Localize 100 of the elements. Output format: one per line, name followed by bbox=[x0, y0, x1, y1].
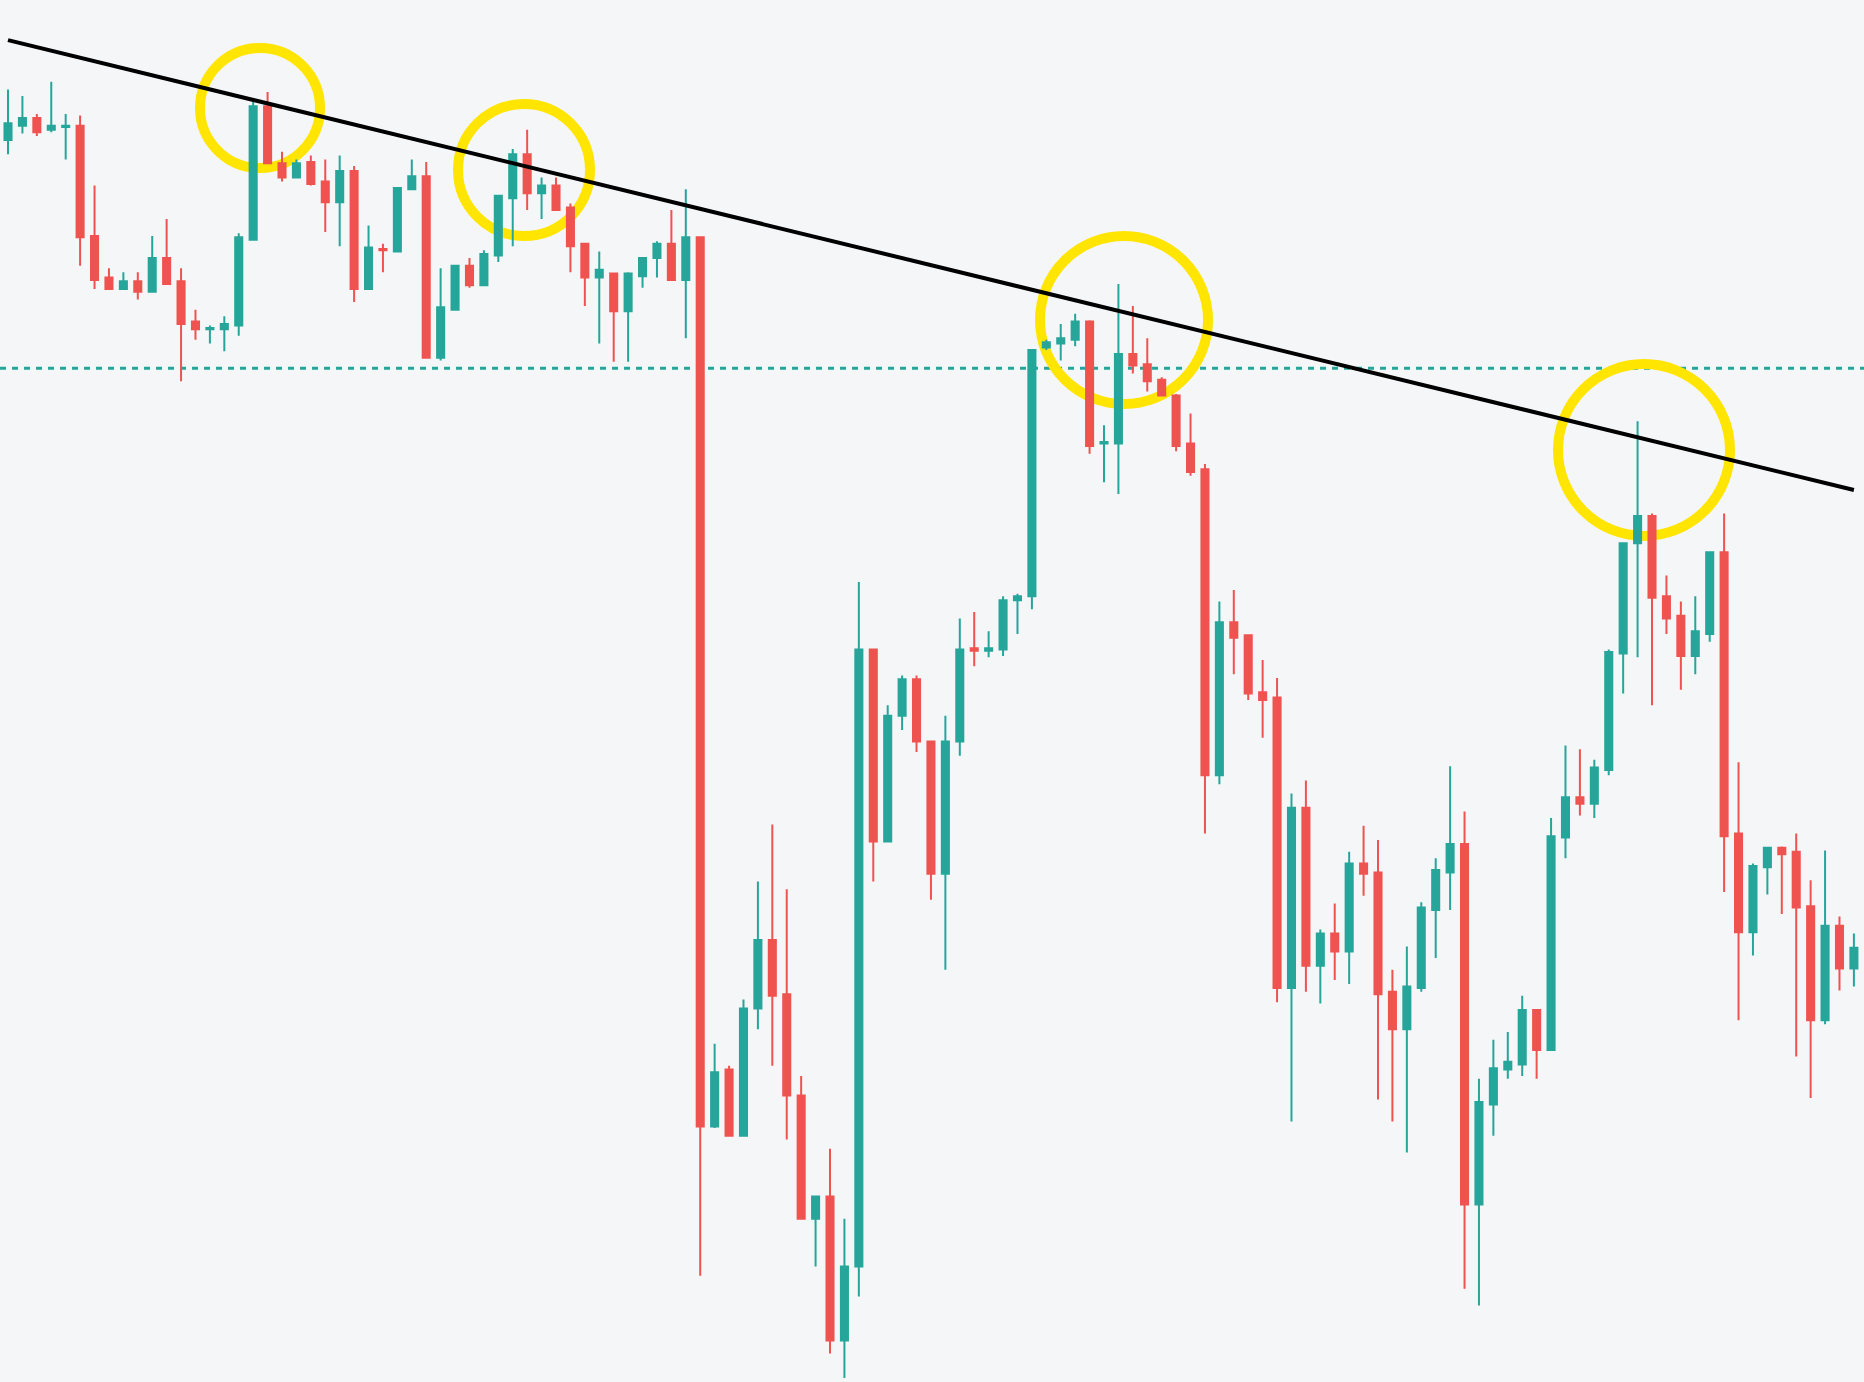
candlestick bbox=[263, 91, 273, 165]
candlestick bbox=[1286, 792, 1297, 1123]
candlestick bbox=[1633, 420, 1643, 659]
candlestick bbox=[1661, 574, 1671, 635]
candlestick bbox=[1777, 846, 1787, 915]
candlestick bbox=[1099, 424, 1109, 484]
candlestick bbox=[1171, 393, 1181, 453]
candlestick bbox=[1503, 1030, 1513, 1080]
candlestick bbox=[1589, 758, 1599, 820]
candlestick bbox=[695, 236, 705, 1277]
candlestick bbox=[248, 100, 258, 241]
candlestick bbox=[811, 1195, 821, 1268]
candlestick bbox=[1301, 779, 1311, 993]
candlestick bbox=[1214, 600, 1224, 786]
candlestick bbox=[724, 1064, 734, 1137]
candlestick bbox=[1128, 304, 1138, 375]
candlestick bbox=[1243, 634, 1253, 702]
candlestick bbox=[1575, 748, 1585, 817]
candlestick bbox=[1272, 677, 1282, 1004]
candlestick bbox=[1820, 849, 1830, 1026]
candlestick bbox=[392, 186, 402, 253]
candlestick bbox=[767, 823, 777, 1067]
candlestick bbox=[32, 113, 42, 138]
candlestick bbox=[118, 271, 128, 291]
candlestick bbox=[609, 272, 619, 363]
candlestick bbox=[407, 158, 417, 191]
candlestick bbox=[1142, 337, 1152, 393]
candlestick bbox=[1560, 744, 1571, 860]
candlestick bbox=[335, 154, 345, 248]
candlestick bbox=[1445, 765, 1455, 912]
candlestick bbox=[652, 240, 662, 279]
candlestick bbox=[291, 158, 301, 179]
candlestick bbox=[17, 94, 27, 135]
candlestick bbox=[349, 164, 359, 304]
candlestick bbox=[551, 176, 561, 212]
candlestick bbox=[1387, 968, 1397, 1123]
candlestick bbox=[234, 232, 244, 337]
candlestick bbox=[1012, 592, 1023, 635]
candlestick bbox=[1676, 600, 1686, 691]
candlestick bbox=[1488, 1038, 1498, 1137]
candlestick bbox=[1186, 412, 1196, 477]
candlestick bbox=[320, 158, 330, 234]
candlestick bbox=[1734, 761, 1744, 1022]
candlestick bbox=[912, 674, 922, 753]
candlestick bbox=[1849, 932, 1859, 988]
candlestick bbox=[1474, 1077, 1484, 1307]
candlestick bbox=[638, 257, 648, 289]
candlestick bbox=[666, 209, 676, 282]
candlestick bbox=[1806, 879, 1816, 1100]
candlestick bbox=[1070, 312, 1080, 348]
candlestick bbox=[378, 242, 388, 274]
candlestick bbox=[710, 1042, 720, 1129]
candlestick bbox=[940, 714, 950, 971]
candlestick bbox=[75, 114, 85, 267]
candlestick bbox=[1460, 810, 1470, 1290]
candlestick bbox=[1113, 282, 1123, 495]
candlestick bbox=[190, 308, 201, 341]
candlestick bbox=[364, 224, 374, 291]
candlestick bbox=[839, 1217, 849, 1380]
candlestick bbox=[61, 113, 71, 161]
candlestick bbox=[1157, 376, 1167, 397]
candlestick bbox=[1056, 323, 1066, 362]
candlestick bbox=[493, 194, 503, 263]
candlestick bbox=[1330, 902, 1340, 982]
candlestick bbox=[522, 128, 532, 212]
candlestick bbox=[623, 271, 633, 363]
candlestick bbox=[796, 1075, 806, 1220]
candlestick bbox=[868, 648, 878, 883]
candlestick bbox=[955, 617, 965, 757]
candlestick bbox=[984, 630, 994, 659]
candlestick bbox=[436, 267, 446, 362]
candlestick bbox=[450, 264, 460, 311]
candlestick bbox=[883, 704, 893, 843]
candlestick bbox=[565, 202, 575, 274]
candlestick bbox=[580, 242, 590, 307]
candlestick bbox=[1719, 512, 1729, 893]
candlestick bbox=[1791, 832, 1801, 1058]
candlestick bbox=[1359, 824, 1369, 897]
candlestick bbox=[277, 150, 287, 183]
candlestick bbox=[1373, 839, 1383, 1101]
candlestick bbox=[1085, 319, 1095, 455]
candlestick bbox=[90, 184, 100, 291]
candlestick bbox=[594, 250, 604, 345]
candlestick bbox=[537, 176, 547, 221]
candlestick bbox=[1748, 862, 1758, 957]
candlestick bbox=[1517, 994, 1527, 1078]
candlestick bbox=[1690, 595, 1700, 676]
candlestick bbox=[1834, 915, 1845, 992]
candlestick bbox=[753, 880, 763, 1031]
candlestick bbox=[508, 148, 518, 248]
candlestick bbox=[205, 324, 215, 345]
candlestick bbox=[681, 188, 691, 340]
candlestick bbox=[1705, 551, 1715, 643]
candlestick bbox=[738, 998, 749, 1137]
candlestick bbox=[1315, 928, 1325, 1005]
candlestick bbox=[1618, 542, 1628, 695]
candlestick bbox=[1258, 658, 1268, 739]
candlestick bbox=[969, 610, 979, 668]
candlestick bbox=[1532, 1008, 1542, 1080]
candlestick bbox=[219, 315, 229, 353]
